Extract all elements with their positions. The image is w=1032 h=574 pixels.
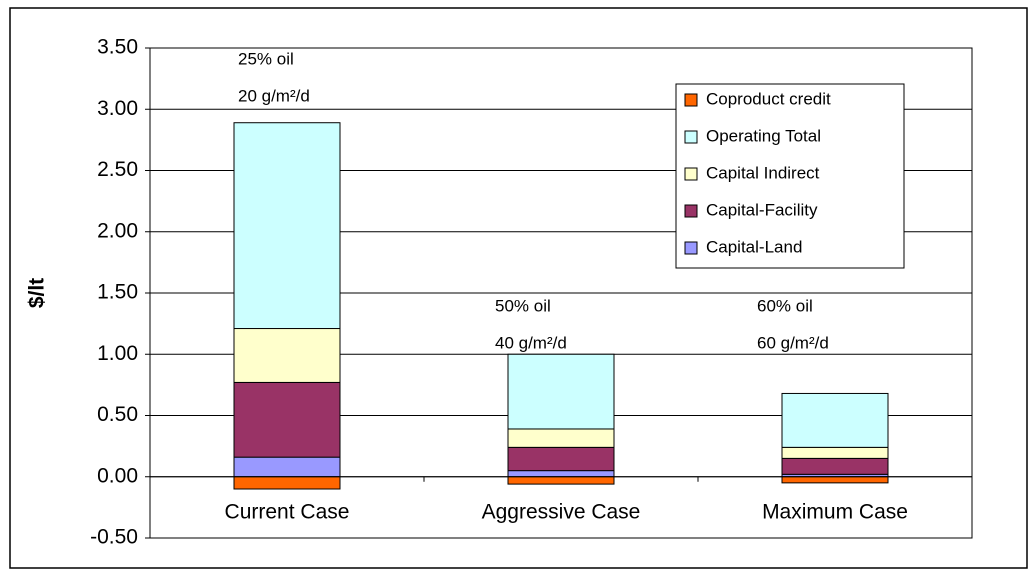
y-tick-label: 0.00 [97, 464, 138, 487]
x-tick-label: Maximum Case [762, 501, 908, 524]
legend-swatch [684, 93, 698, 107]
legend-label: Capital Indirect [706, 163, 820, 182]
annotation: 25% oil [238, 49, 294, 68]
y-axis-label: $/lt [26, 278, 49, 308]
bar-segment [233, 456, 341, 478]
y-tick-label: 1.00 [97, 342, 138, 365]
legend-swatch [684, 241, 698, 255]
bar-segment [233, 122, 341, 330]
bar-segment [507, 428, 615, 448]
annotation: 40 g/m²/d [495, 333, 567, 352]
y-tick-label: 3.50 [97, 36, 138, 59]
annotation: 20 g/m²/d [238, 86, 310, 105]
bar-segment [781, 392, 889, 448]
bar-segment [781, 457, 889, 475]
bar-segment [781, 446, 889, 459]
y-tick-label: 3.00 [97, 97, 138, 120]
x-tick-label: Aggressive Case [482, 501, 641, 524]
legend-label: Coproduct credit [706, 89, 831, 108]
legend-label: Capital-Facility [706, 200, 818, 219]
legend-swatch [684, 204, 698, 218]
bar-segment [781, 476, 889, 484]
annotation: 60 g/m²/d [757, 333, 829, 352]
bar-segment [233, 381, 341, 458]
legend-swatch [684, 167, 698, 181]
bar-segment [507, 446, 615, 472]
y-tick-label: 1.50 [97, 281, 138, 304]
legend-label: Capital-Land [706, 237, 802, 256]
annotation: 60% oil [757, 296, 813, 315]
annotation: 50% oil [495, 296, 551, 315]
y-tick-label: -0.50 [90, 526, 138, 549]
bar-segment [233, 328, 341, 383]
bar-segment [233, 476, 341, 490]
legend-label: Operating Total [706, 126, 821, 145]
y-tick-label: 2.50 [97, 158, 138, 181]
bar-segment [507, 353, 615, 430]
y-tick-label: 0.50 [97, 403, 138, 426]
x-tick-label: Current Case [225, 501, 350, 524]
bar-segment [507, 470, 615, 478]
legend-swatch [684, 130, 698, 144]
y-tick-label: 2.00 [97, 219, 138, 242]
bar-segment [507, 476, 615, 485]
legend [675, 83, 905, 269]
